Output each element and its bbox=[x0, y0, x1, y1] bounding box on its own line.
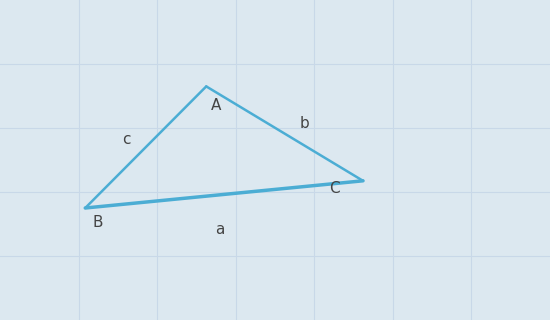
Text: C: C bbox=[329, 181, 340, 196]
Text: c: c bbox=[123, 132, 131, 147]
Text: A: A bbox=[211, 98, 221, 113]
Text: a: a bbox=[215, 222, 225, 237]
Text: b: b bbox=[300, 116, 310, 131]
Text: B: B bbox=[92, 215, 103, 230]
